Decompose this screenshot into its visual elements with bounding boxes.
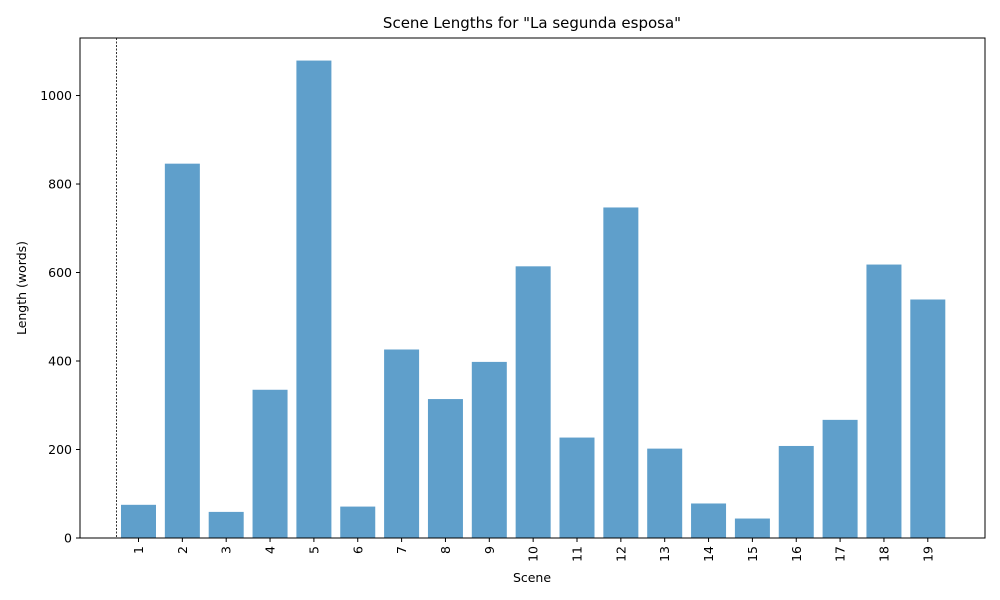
bar-scene-19 bbox=[910, 299, 946, 538]
x-tick-label: 6 bbox=[350, 546, 365, 554]
y-axis: 0 200 400 600 800 1000 bbox=[40, 88, 80, 546]
bar-scene-2 bbox=[164, 163, 200, 539]
y-tick-label: 400 bbox=[48, 354, 72, 369]
x-tick-label: 7 bbox=[394, 546, 409, 554]
x-tick-label: 8 bbox=[438, 546, 453, 554]
bar-scene-8 bbox=[427, 399, 463, 538]
x-tick-label: 14 bbox=[701, 546, 716, 562]
bar-scene-4 bbox=[252, 389, 288, 538]
x-tick-label: 10 bbox=[526, 546, 541, 562]
y-tick-label: 800 bbox=[48, 177, 72, 192]
bars-group bbox=[121, 60, 946, 539]
bar-scene-16 bbox=[778, 445, 814, 538]
bar-scene-5 bbox=[296, 60, 332, 538]
bar-scene-18 bbox=[866, 264, 902, 538]
x-tick-label: 1 bbox=[131, 546, 146, 554]
chart-title: Scene Lengths for "La segunda esposa" bbox=[383, 14, 681, 32]
x-tick-label: 3 bbox=[219, 546, 234, 554]
bar-scene-1 bbox=[121, 504, 156, 538]
bar-scene-3 bbox=[208, 511, 244, 538]
x-tick-label: 9 bbox=[482, 546, 497, 554]
x-tick-label: 19 bbox=[920, 546, 935, 562]
x-tick-label: 16 bbox=[789, 546, 804, 562]
bar-scene-7 bbox=[384, 349, 420, 538]
y-tick-label: 200 bbox=[48, 442, 72, 457]
y-tick-label: 0 bbox=[64, 531, 72, 546]
x-tick-label: 11 bbox=[570, 546, 585, 562]
bar-scene-6 bbox=[340, 506, 376, 538]
y-tick-label: 600 bbox=[48, 265, 72, 280]
x-tick-label: 18 bbox=[876, 546, 891, 562]
bar-scene-13 bbox=[647, 448, 683, 538]
x-tick-label: 5 bbox=[306, 546, 321, 554]
x-tick-label: 15 bbox=[745, 546, 760, 562]
x-axis: 1 2 3 4 5 6 7 8 9 10 11 12 13 14 15 16 17 18 19 bbox=[131, 538, 935, 562]
bar-scene-14 bbox=[691, 503, 727, 538]
x-tick-label: 2 bbox=[175, 546, 190, 554]
bar-scene-17 bbox=[822, 419, 858, 538]
bar-scene-12 bbox=[603, 207, 639, 538]
x-tick-label: 17 bbox=[833, 546, 848, 562]
bar-scene-11 bbox=[559, 437, 595, 538]
y-tick-label: 1000 bbox=[40, 88, 72, 103]
x-tick-label: 4 bbox=[263, 546, 278, 554]
bar-scene-9 bbox=[471, 361, 507, 538]
x-tick-label: 12 bbox=[613, 546, 628, 562]
x-tick-label: 13 bbox=[657, 546, 672, 562]
plot-frame bbox=[79, 37, 986, 539]
bar-scene-15 bbox=[734, 518, 770, 538]
x-axis-label: Scene bbox=[513, 570, 551, 585]
bar-scene-10 bbox=[515, 266, 551, 538]
y-axis-label: Length (words) bbox=[14, 241, 29, 335]
